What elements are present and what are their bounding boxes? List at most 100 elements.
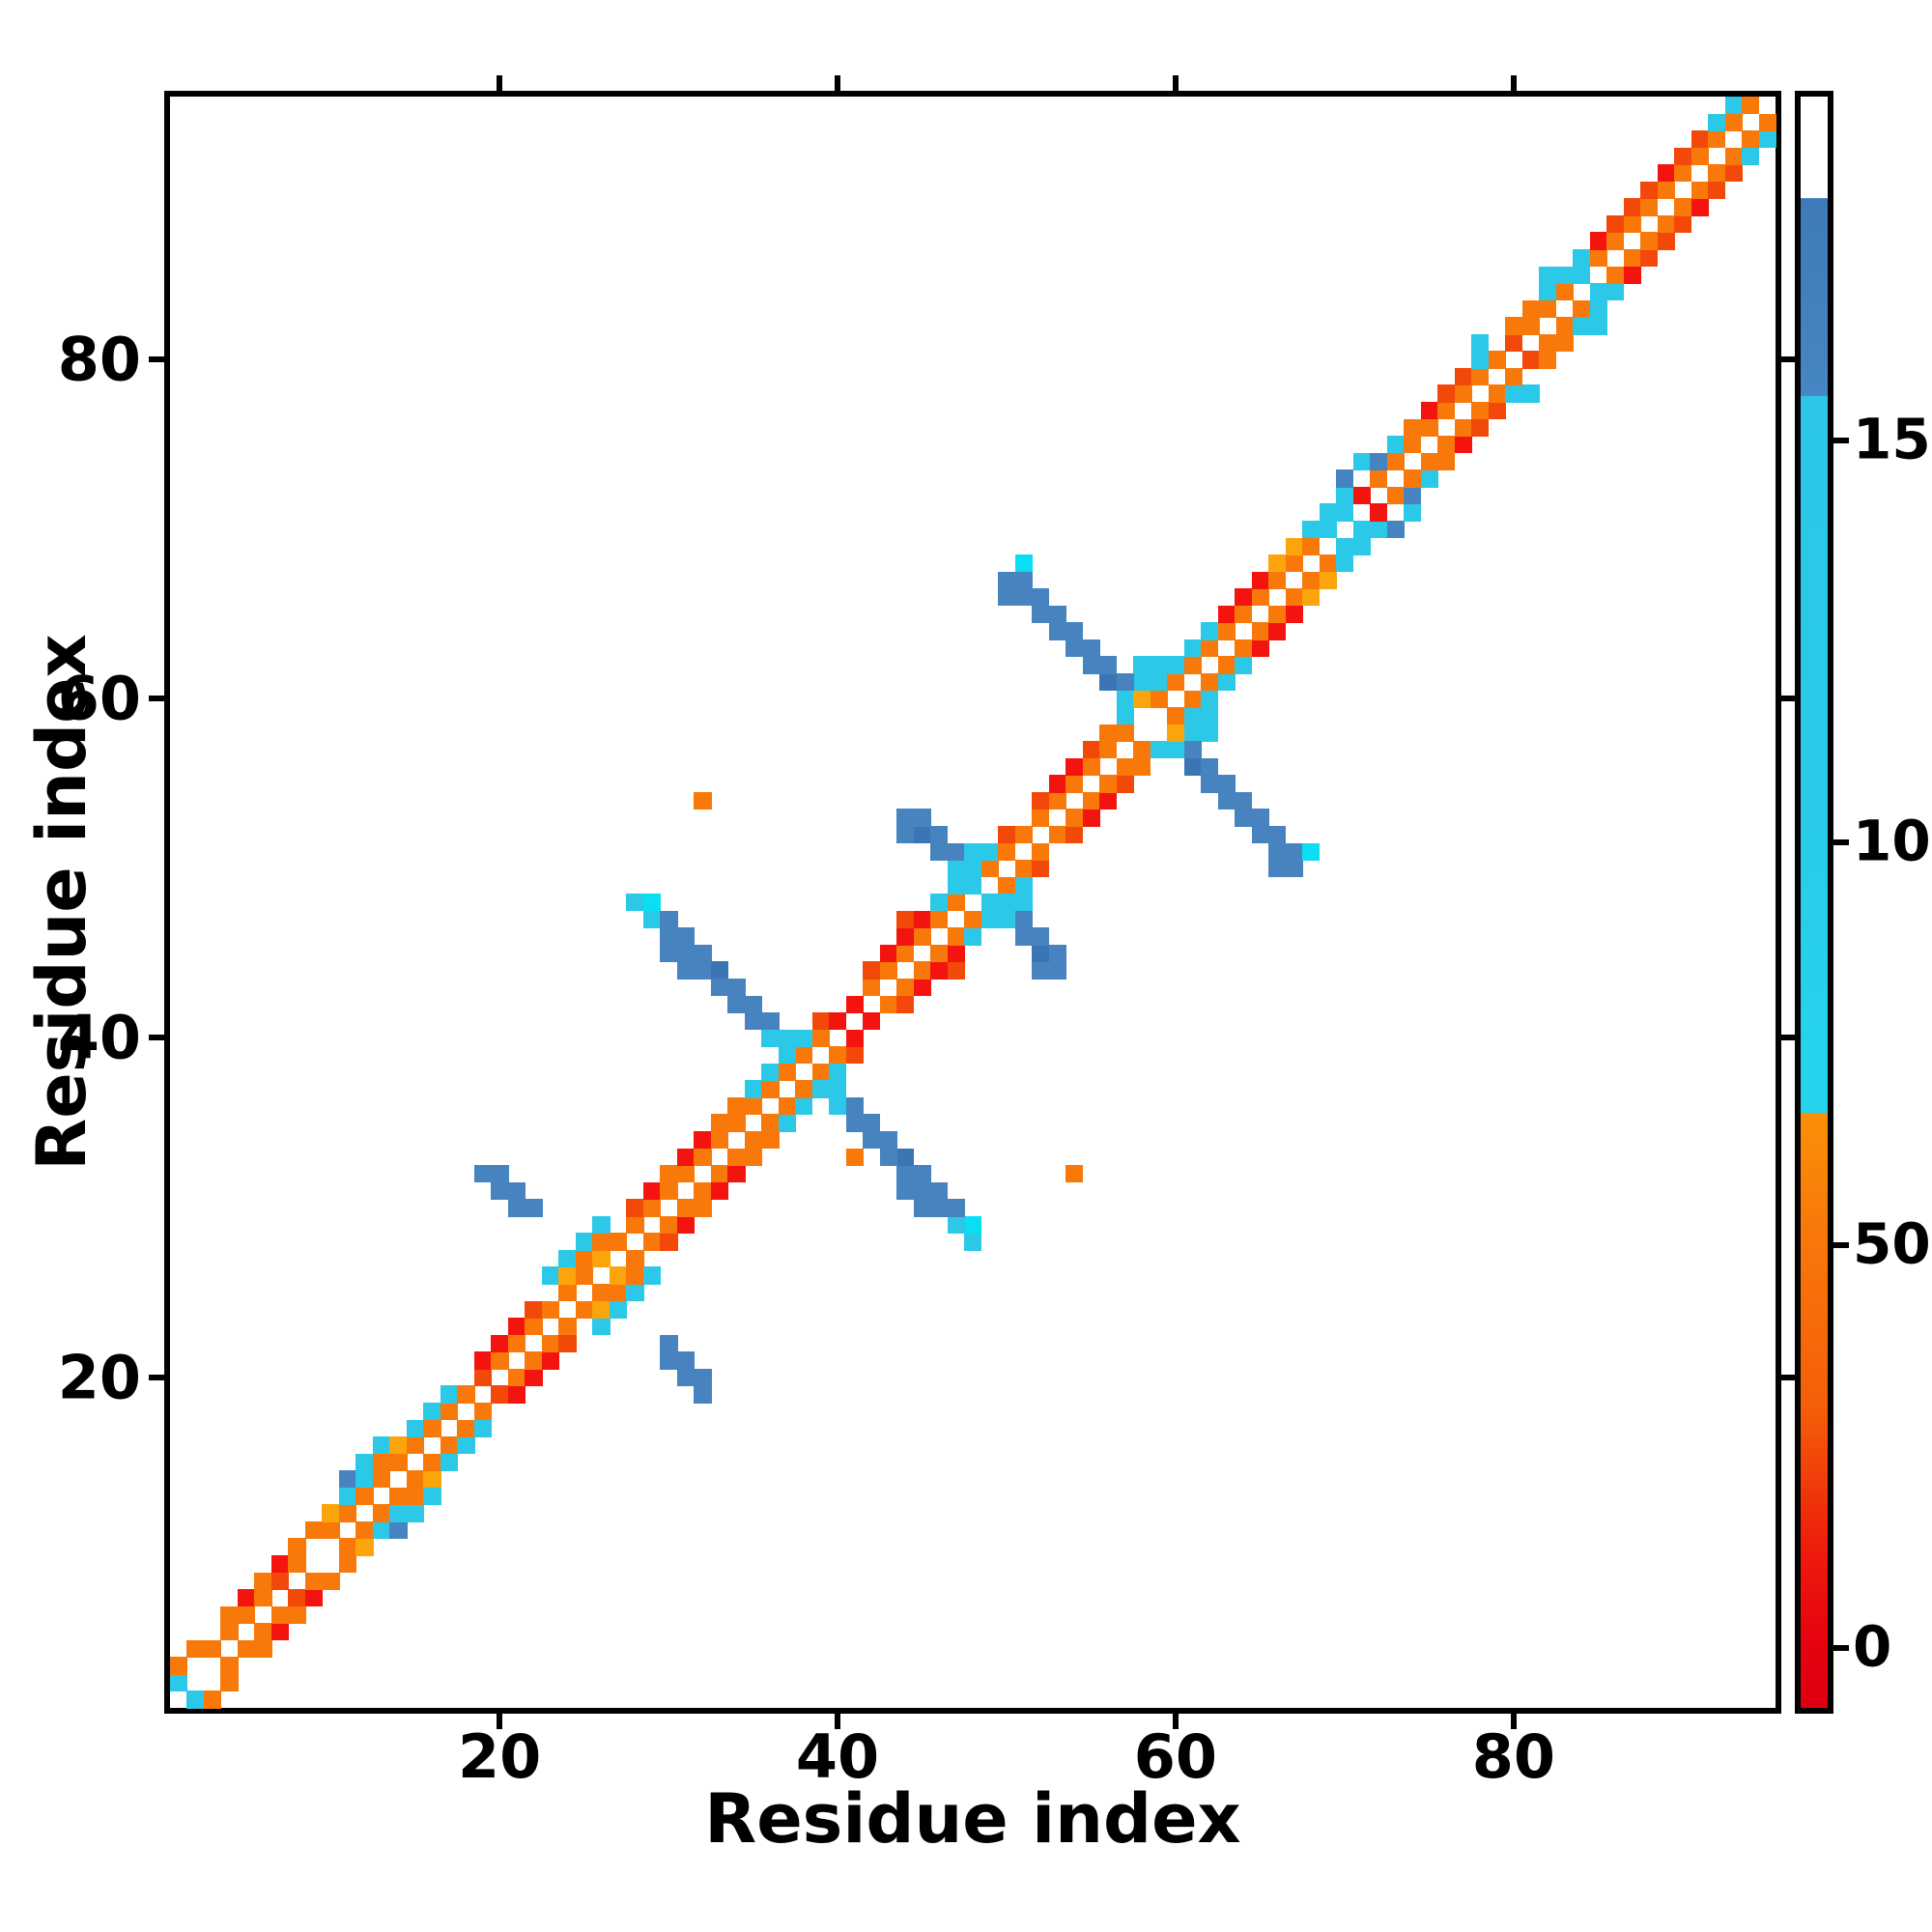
heatmap-cell [1116,690,1134,708]
heatmap-cell [304,1520,324,1540]
heatmap-cell [964,910,982,929]
heatmap-cell [761,1063,780,1082]
heatmap-cell [1386,452,1405,470]
heatmap-cell [1201,757,1219,776]
heatmap-cell [220,1605,239,1624]
heatmap-cell [541,1300,560,1319]
heatmap-cell [896,1148,915,1166]
heatmap-cell [1454,418,1472,437]
heatmap-cell [1048,605,1066,623]
heatmap-cell [829,1080,847,1098]
heatmap-cell [170,1657,188,1675]
tick-mark [497,1708,503,1729]
heatmap-cell [727,1148,746,1166]
heatmap-cell [1133,672,1151,692]
heatmap-cell [1235,588,1253,607]
heatmap-cell [1251,825,1269,844]
heatmap-cell [1302,571,1321,589]
heatmap-cell [1235,656,1253,674]
heatmap-cell [1657,214,1675,234]
heatmap-cell [811,1063,830,1082]
heatmap-cell [288,1554,306,1574]
heatmap-cell [423,1470,441,1489]
heatmap-cell [1285,554,1303,573]
heatmap-cell [998,825,1016,844]
heatmap-cell [980,842,999,861]
heatmap-cell [1606,283,1625,301]
heatmap-cell [338,1470,357,1489]
heatmap-cell [1032,961,1050,980]
heatmap-cell [913,1165,931,1183]
heatmap-cell [372,1436,391,1455]
heatmap-cell [609,1266,628,1285]
heatmap-cell [1201,707,1219,725]
heatmap-cell [829,1012,847,1031]
heatmap-cell [1048,825,1066,844]
heatmap-cell [964,876,982,895]
heatmap-cell [1217,605,1236,623]
heatmap-cell [947,842,965,861]
heatmap-cell [270,1572,290,1590]
heatmap-cell [1235,639,1253,658]
heatmap-cell [1032,791,1050,810]
heatmap-cell [1420,452,1438,470]
heatmap-cell [1539,299,1557,318]
heatmap-cell [1099,775,1118,793]
heatmap-cell [1573,266,1591,284]
heatmap-cell [186,1639,205,1659]
heatmap-cell [507,1334,526,1352]
heatmap-cell [1099,672,1118,692]
heatmap-cell [1589,249,1607,268]
heatmap-cell [660,927,678,946]
heatmap-cell [1420,469,1438,488]
heatmap-cell [998,894,1016,912]
heatmap-cell [1183,724,1202,742]
heatmap-cell [1674,147,1692,165]
heatmap-cell [406,1419,425,1437]
heatmap-cell [1640,181,1659,200]
heatmap-cell [220,1623,239,1641]
heatmap-cell [1032,944,1050,963]
heatmap-cell [998,571,1016,589]
heatmap-cell [1183,741,1202,759]
heatmap-cell [338,1504,357,1522]
heatmap-cell [980,910,999,929]
heatmap-cell [288,1605,306,1624]
heatmap-cell [170,1673,188,1692]
heatmap-cell [710,1114,729,1132]
heatmap-cell [930,1181,949,1200]
heatmap-cell [1404,436,1422,454]
heatmap-cell [558,1318,577,1336]
heatmap-cell [525,1300,543,1319]
heatmap-cell [694,1181,712,1200]
heatmap-cell [457,1385,475,1404]
heatmap-cell [1352,486,1371,505]
heatmap-cell [1150,672,1168,692]
heatmap-cell [1505,384,1523,403]
heatmap-cell [525,1199,543,1217]
heatmap-cell [389,1504,408,1522]
tick-mark [149,696,170,702]
heatmap-cell [473,1165,493,1183]
heatmap-cell [676,961,696,980]
heatmap-cell [727,995,746,1013]
heatmap-cell [626,1215,644,1235]
heatmap-cell [254,1589,272,1607]
heatmap-cell [1116,775,1134,793]
heatmap-cell [237,1589,256,1607]
heatmap-cell [1116,672,1134,692]
heatmap-cell [896,1181,915,1200]
heatmap-cell [1048,961,1066,980]
heatmap-cell [930,894,949,912]
heatmap-cell [558,1249,577,1268]
heatmap-cell [1268,622,1287,640]
heatmap-cell [237,1639,256,1659]
heatmap-cell [811,1012,830,1031]
heatmap-cell [304,1572,324,1590]
heatmap-cell [1370,503,1388,522]
heatmap-cell [1724,113,1743,131]
heatmap-cell [947,1199,965,1217]
heatmap-cell [1319,503,1337,522]
heatmap-cell [778,1046,796,1065]
heatmap-cell [1336,469,1354,488]
